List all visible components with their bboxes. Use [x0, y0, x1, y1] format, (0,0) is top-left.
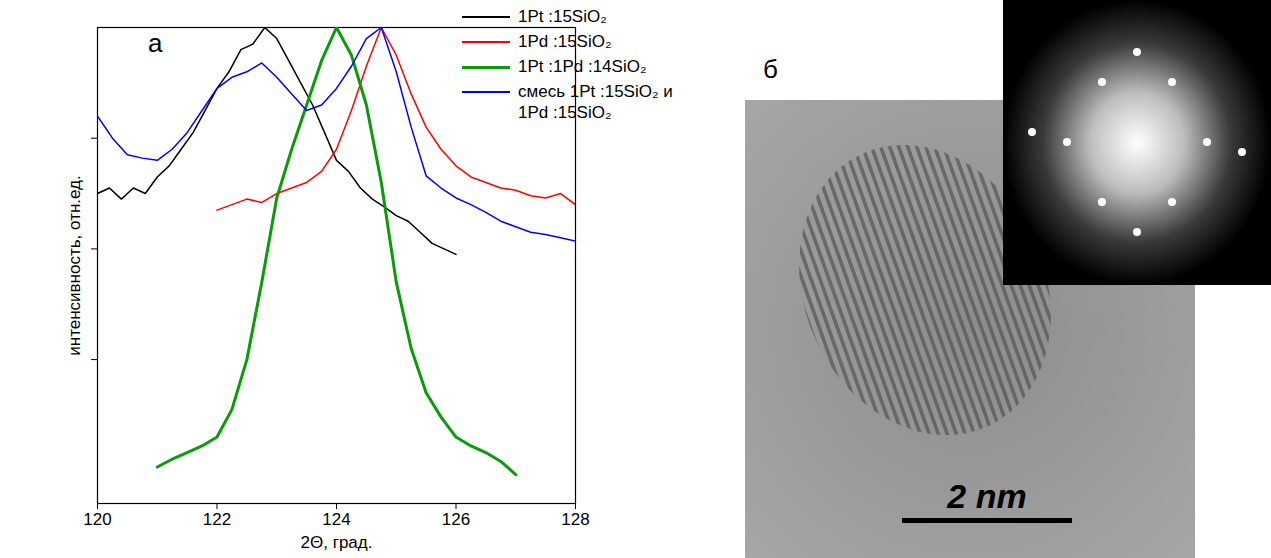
svg-text:128: 128	[561, 510, 589, 529]
svg-text:120: 120	[83, 510, 111, 529]
svg-text:122: 122	[203, 510, 231, 529]
svg-text:интенсивность, отн.ед.: интенсивность, отн.ед.	[65, 175, 84, 355]
svg-text:124: 124	[322, 510, 350, 529]
html-text:1Pd :15SiO₂: 1Pd :15SiO₂	[518, 32, 612, 51]
html-text:смесь 1Pt :15SiO₂ и 1Pd :15SiO: смесь 1Pt :15SiO₂ и 1Pd :15SiO₂	[518, 82, 673, 122]
svg-text:2 nm: 2 nm	[946, 477, 1026, 515]
html-text:1Pt :1Pd :14SiO₂: 1Pt :1Pd :14SiO₂	[518, 57, 647, 76]
html-text:а: а	[148, 28, 163, 58]
svg-text:б: б	[763, 54, 778, 84]
html-text:1Pt :15SiO₂: 1Pt :15SiO₂	[518, 7, 607, 26]
svg-text:2Θ, град.: 2Θ, град.	[301, 533, 373, 552]
svg-text:126: 126	[442, 510, 470, 529]
